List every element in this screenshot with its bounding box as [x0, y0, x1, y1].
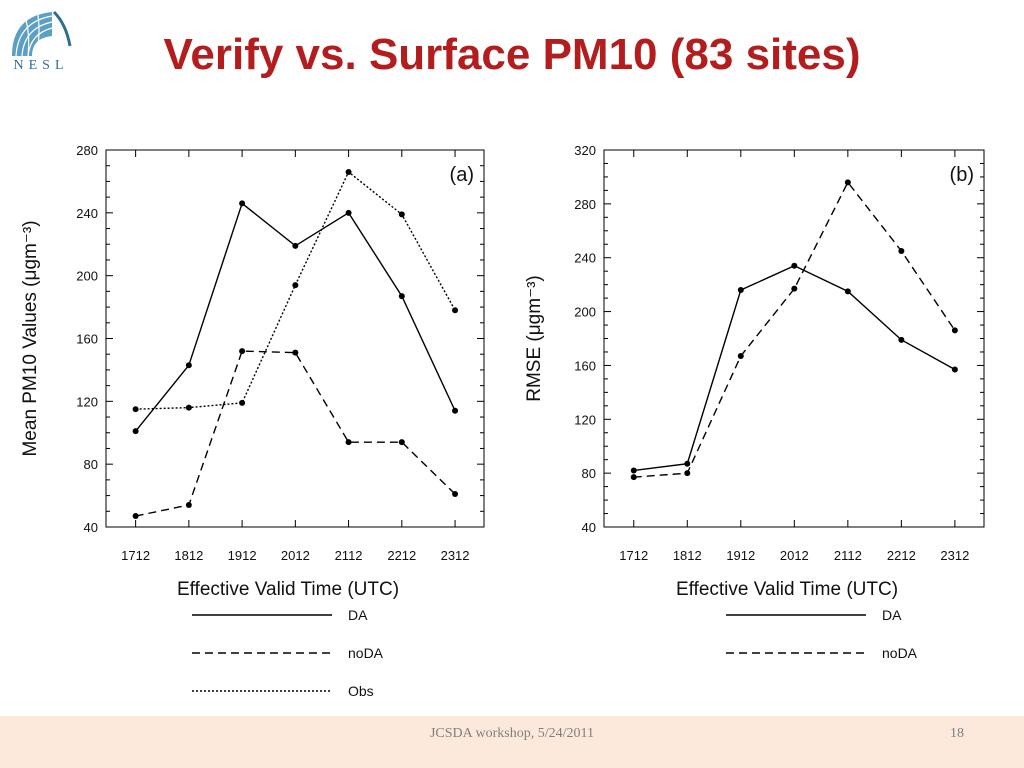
nesl-logo [6, 6, 78, 78]
legend-label-da: DA [882, 607, 902, 623]
data-point-da [951, 366, 958, 373]
logo-text: NESL [13, 58, 69, 73]
series-line-obs [135, 170, 456, 410]
data-point-noda [951, 327, 958, 334]
x-tick-label: 2312 [441, 548, 470, 563]
x-axis-label: Effective Valid Time (UTC) [177, 579, 399, 600]
data-point-noda [898, 247, 905, 254]
footer-bar: JCSDA workshop, 5/24/2011 18 [0, 716, 1024, 768]
data-point-obs [345, 168, 352, 175]
data-point-noda [292, 349, 299, 356]
data-point-da [185, 362, 192, 369]
legend-label-noda: noDA [882, 645, 918, 661]
data-point-noda [185, 502, 192, 509]
data-point-obs [239, 399, 246, 406]
data-point-da [791, 262, 798, 269]
data-point-da [898, 336, 905, 343]
data-point-da [132, 428, 139, 435]
y-tick-label: 280 [574, 197, 596, 212]
legend-label-da: DA [348, 607, 368, 623]
data-point-obs [398, 211, 405, 218]
y-tick-label: 280 [76, 143, 98, 158]
series-line-noda [135, 350, 456, 517]
y-tick-label: 200 [76, 269, 98, 284]
data-point-da [292, 242, 299, 249]
x-tick-label: 1712 [121, 548, 150, 563]
data-point-noda [791, 285, 798, 292]
series-line-noda [633, 181, 956, 478]
y-tick-label: 240 [76, 206, 98, 221]
data-point-noda [239, 348, 246, 355]
y-tick-label: 40 [84, 520, 98, 535]
data-point-noda [132, 513, 139, 520]
y-tick-label: 80 [582, 466, 596, 481]
panel-label: (a) [450, 164, 474, 186]
slide-title: Verify vs. Surface PM10 (83 sites) [163, 30, 861, 79]
data-point-da [452, 407, 459, 414]
x-tick-label: 2112 [834, 548, 862, 563]
y-tick-label: 160 [76, 332, 98, 347]
y-tick-label: 120 [574, 412, 596, 427]
data-point-noda [345, 439, 352, 446]
x-tick-label: 1812 [174, 548, 203, 563]
x-axis-label: Effective Valid Time (UTC) [676, 579, 898, 600]
data-point-noda [737, 353, 744, 360]
data-point-da [239, 200, 246, 207]
data-point-da [684, 460, 691, 467]
x-tick-label: 1812 [673, 548, 702, 563]
x-tick-label: 2212 [887, 548, 916, 563]
footer-text: JCSDA workshop, 5/24/2011 [429, 726, 594, 741]
y-tick-label: 320 [574, 143, 596, 158]
panel-label: (b) [950, 164, 974, 186]
y-tick-label: 240 [574, 251, 596, 266]
legend-label-obs: Obs [348, 683, 374, 699]
data-point-da [844, 288, 851, 295]
data-point-noda [684, 470, 691, 477]
data-point-obs [292, 282, 299, 289]
data-point-noda [844, 179, 851, 186]
plot-frame [603, 149, 985, 528]
data-point-obs [452, 307, 459, 314]
x-tick-label: 2112 [335, 548, 363, 563]
plot-frame [105, 149, 485, 528]
x-tick-label: 1712 [619, 548, 648, 563]
x-tick-label: 1912 [726, 548, 755, 563]
data-point-da [398, 293, 405, 300]
y-tick-label: 160 [574, 358, 596, 373]
x-tick-label: 2312 [940, 548, 969, 563]
y-tick-label: 80 [84, 457, 98, 472]
y-tick-label: 40 [582, 520, 596, 535]
x-tick-label: 2012 [780, 548, 809, 563]
globe-icon [12, 10, 72, 57]
y-tick-label: 200 [574, 305, 596, 320]
charts-area: 40 80 120 160 200 240 280 1712 1812 1912 2012 2112 2… [20, 143, 985, 699]
data-point-da [630, 467, 637, 474]
data-point-noda [398, 439, 405, 446]
data-point-da [345, 209, 352, 216]
y-tick-label: 120 [76, 394, 98, 409]
x-tick-label: 1912 [228, 548, 257, 563]
data-point-da [737, 287, 744, 294]
legend-label-noda: noDA [348, 645, 384, 661]
data-point-obs [132, 406, 139, 413]
series-line-da [633, 265, 956, 472]
data-point-obs [185, 404, 192, 411]
x-tick-label: 2212 [387, 548, 416, 563]
series-line-da [135, 202, 456, 432]
x-tick-label: 2012 [281, 548, 310, 563]
data-point-noda [630, 474, 637, 481]
page-number: 18 [950, 726, 964, 741]
y-axis-label: RMSE (μgm⁻³) [524, 275, 545, 402]
data-point-noda [452, 491, 459, 498]
y-axis-label: Mean PM10 Values (μgm⁻³) [20, 220, 41, 456]
